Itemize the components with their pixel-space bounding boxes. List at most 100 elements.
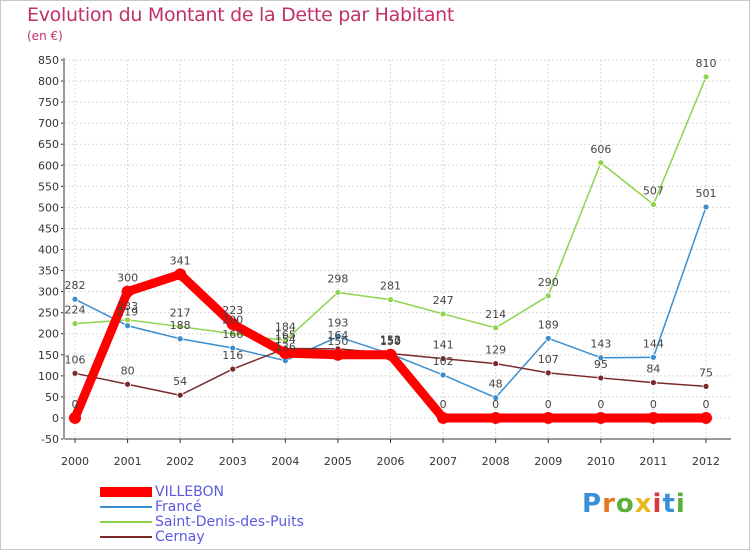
y-tick-label: 150 <box>38 349 59 362</box>
data-point <box>437 411 450 424</box>
legend-swatch-france <box>100 506 152 508</box>
data-point <box>489 411 502 424</box>
data-point <box>384 348 397 361</box>
data-label: 0 <box>72 398 79 411</box>
legend-swatch-saint-denis <box>100 521 152 523</box>
data-label: 84 <box>646 363 660 376</box>
legend-label: Cernay <box>155 529 205 545</box>
y-tick-label: 350 <box>38 265 59 278</box>
data-label: 224 <box>65 304 86 317</box>
data-point <box>700 411 712 424</box>
data-point <box>331 348 344 361</box>
y-tick-label: 700 <box>38 117 59 130</box>
logo-letter: t <box>662 489 676 519</box>
data-label: 54 <box>173 375 187 388</box>
data-point <box>71 320 79 328</box>
y-tick-label: 550 <box>38 180 59 193</box>
data-point <box>544 292 552 300</box>
x-tick-label: 2012 <box>692 455 720 468</box>
data-point <box>69 411 81 424</box>
data-point <box>544 369 552 377</box>
data-point <box>124 380 131 388</box>
data-label: 152 <box>380 334 401 347</box>
legend-swatch-cernay <box>100 536 152 538</box>
data-label: 184 <box>275 320 296 333</box>
data-point <box>226 318 239 331</box>
data-label: 606 <box>590 143 611 156</box>
data-label: 223 <box>222 304 243 317</box>
data-label: 153 <box>380 334 401 347</box>
logo-letter: o <box>615 489 635 519</box>
data-point <box>229 365 237 373</box>
data-label: 136 <box>275 341 296 354</box>
x-tick-label: 2003 <box>219 455 247 468</box>
data-label: 106 <box>65 353 86 366</box>
data-label: 80 <box>121 364 135 377</box>
data-label: 233 <box>117 300 138 313</box>
data-point <box>176 323 184 330</box>
data-point <box>176 391 184 399</box>
data-label: 75 <box>699 366 713 379</box>
logo-letter: P <box>582 489 603 519</box>
logo-letter: i <box>652 489 663 519</box>
data-label: 193 <box>327 317 348 330</box>
data-point <box>542 411 555 424</box>
data-label: 214 <box>485 308 506 321</box>
data-label: 150 <box>327 335 348 348</box>
y-tick-label: 100 <box>38 370 59 383</box>
y-tick-label: 650 <box>38 138 59 151</box>
data-point <box>544 334 552 342</box>
data-label: 189 <box>538 318 559 331</box>
data-point <box>174 268 187 281</box>
data-label: 48 <box>489 378 503 391</box>
x-tick-label: 2007 <box>429 455 457 468</box>
data-label: 116 <box>222 349 243 362</box>
data-point <box>279 347 292 360</box>
y-tick-label: 500 <box>38 201 59 214</box>
x-tick-label: 2004 <box>271 455 299 468</box>
data-point <box>594 411 607 424</box>
data-label: 507 <box>643 184 664 197</box>
data-point <box>334 289 342 296</box>
y-tick-label: 800 <box>38 75 59 88</box>
x-tick-label: 2000 <box>61 455 89 468</box>
legend-swatch-villebon <box>100 487 152 497</box>
data-label: 129 <box>485 344 506 357</box>
y-tick-label: 300 <box>38 286 59 299</box>
proxiti-logo: Proxiti <box>582 489 686 519</box>
x-tick-label: 2001 <box>114 455 142 468</box>
data-label: 0 <box>492 398 499 411</box>
y-tick-label: -50 <box>41 433 59 446</box>
data-label: 150 <box>380 335 401 348</box>
legend-item-villebon: VILLEBON <box>100 484 360 500</box>
data-point <box>650 379 657 386</box>
chart-subtitle: (en €) <box>27 29 63 43</box>
data-label: 95 <box>594 358 608 371</box>
data-label: 282 <box>65 279 86 292</box>
data-point <box>702 73 710 81</box>
data-point <box>121 285 134 298</box>
x-tick-label: 2008 <box>482 455 510 468</box>
y-tick-label: 750 <box>38 96 59 109</box>
data-label: 154 <box>275 333 296 346</box>
data-point <box>597 374 605 382</box>
line-chart: -500501001502002503003504004505005506006… <box>38 54 731 468</box>
data-label: 143 <box>590 338 611 351</box>
data-point <box>647 411 660 424</box>
data-label: 0 <box>650 398 657 411</box>
data-label: 219 <box>117 306 138 319</box>
data-point <box>597 354 605 362</box>
data-point <box>124 322 131 330</box>
legend-item-saint-denis: Saint-Denis-des-Puits <box>100 514 360 530</box>
data-point <box>439 310 447 318</box>
data-point <box>281 337 289 344</box>
y-tick-label: 850 <box>38 54 59 67</box>
legend-item-cernay: Cernay <box>100 529 360 545</box>
data-label: 341 <box>170 254 191 267</box>
x-tick-label: 2006 <box>377 455 405 468</box>
data-label: 247 <box>433 294 454 307</box>
data-label: 200 <box>222 314 243 327</box>
data-label: 501 <box>696 187 717 200</box>
data-label: 810 <box>696 57 717 70</box>
data-label: 0 <box>440 398 447 411</box>
